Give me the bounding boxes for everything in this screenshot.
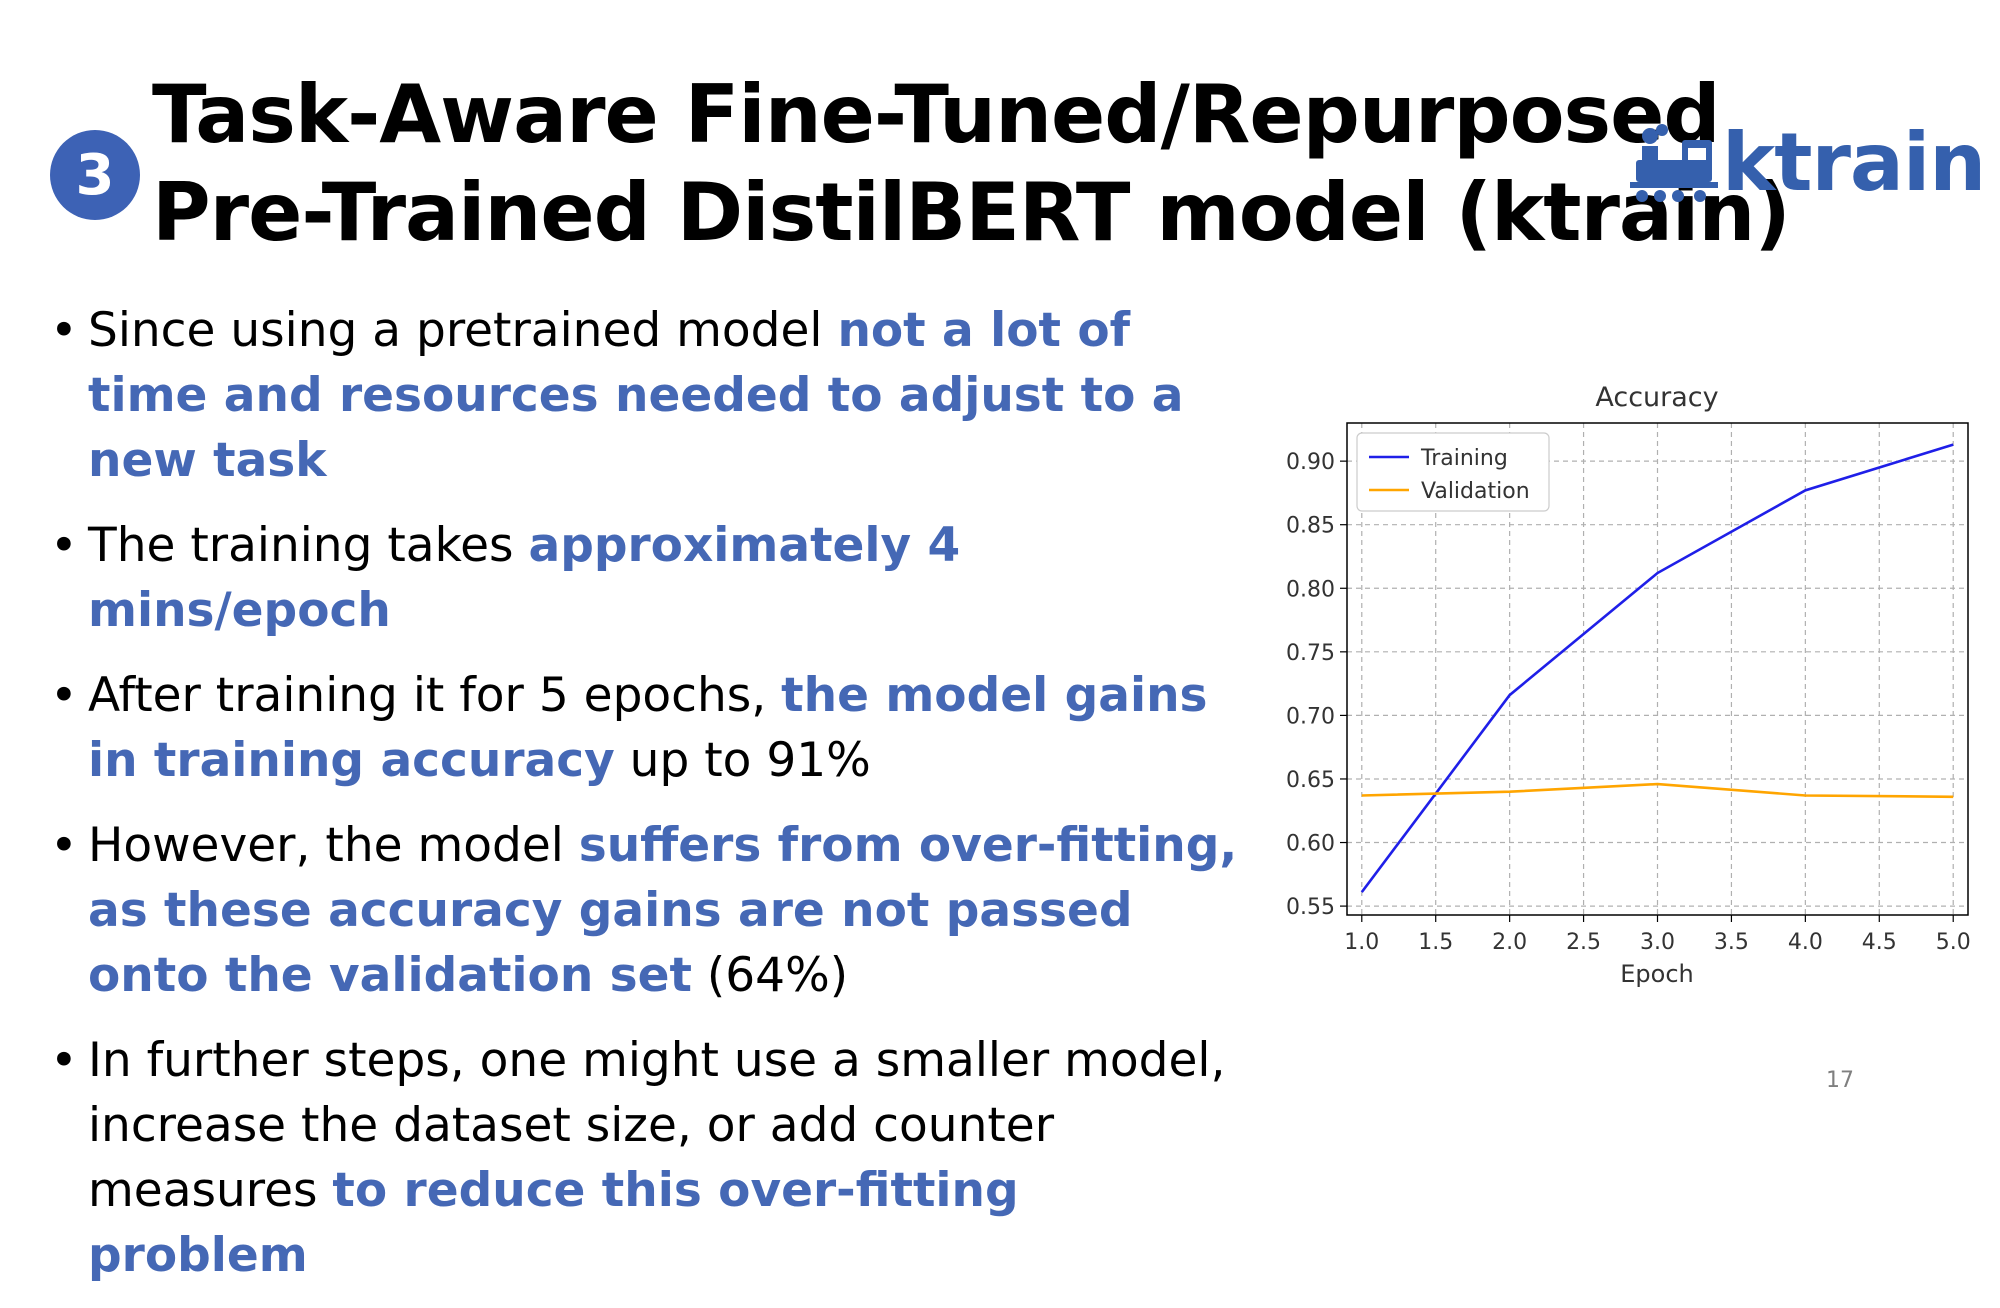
bullet-item: Since using a pretrained model not a lot… (50, 298, 1250, 493)
bullet-item: After training it for 5 epochs, the mode… (50, 663, 1250, 793)
x-tick-label: 3.0 (1640, 930, 1675, 955)
chart-title: Accuracy (1595, 382, 1718, 413)
legend-label: Training (1420, 446, 1508, 471)
logo-text: ktrain (1722, 116, 1986, 209)
page-number: 17 (1826, 1068, 1854, 1093)
bullet-text: Since using a pretrained model (88, 303, 838, 358)
bullet-item: However, the model suffers from over-fit… (50, 813, 1250, 1008)
x-tick-label: 3.5 (1714, 930, 1749, 955)
train-icon (1630, 124, 1718, 202)
bullet-highlight: approximately 4 mins/epoch (88, 518, 961, 638)
bullet-highlight: the model gains in training accuracy (88, 668, 1208, 788)
bullet-item: The training takes approximately 4 mins/… (50, 513, 1250, 643)
step-number-badge: 3 (50, 130, 140, 220)
bullet-highlight: suffers from over-fitting, as these accu… (88, 818, 1238, 1003)
x-tick-label: 4.0 (1788, 930, 1823, 955)
ktrain-logo: ktrain (1630, 118, 1986, 208)
x-tick-label: 2.0 (1492, 930, 1527, 955)
y-tick-label: 0.60 (1286, 832, 1335, 857)
plot-frame (1346, 422, 1969, 916)
title-line-1: Task-Aware Fine-Tuned/Repurposed (152, 68, 1721, 161)
slide-title: Task-Aware Fine-Tuned/Repurposed Pre-Tra… (152, 66, 1791, 262)
y-tick-label: 0.65 (1286, 768, 1335, 793)
y-tick-label: 0.90 (1286, 450, 1335, 475)
series-line-validation (1361, 782, 1954, 799)
y-tick-label: 0.75 (1286, 641, 1335, 666)
y-tick-label: 0.80 (1286, 577, 1335, 602)
bullet-highlight: not a lot of time and resources needed t… (88, 303, 1184, 488)
title-line-2: Pre-Trained DistilBERT model (ktrain) (152, 166, 1791, 259)
bullet-text: The training takes (88, 518, 529, 573)
x-tick-label: 1.0 (1344, 930, 1379, 955)
x-tick-label: 4.5 (1862, 930, 1897, 955)
y-tick-label: 0.55 (1286, 895, 1335, 920)
series-line-training (1360, 443, 1954, 893)
bullet-text: up to 91% (614, 733, 871, 788)
x-tick-label: 1.5 (1418, 930, 1453, 955)
x-tick-label: 5.0 (1936, 930, 1971, 955)
legend-box (1356, 432, 1550, 512)
bullet-text: However, the model (88, 818, 579, 873)
bullet-text: After training it for 5 epochs, (88, 668, 782, 723)
y-tick-label: 0.70 (1286, 704, 1335, 729)
x-tick-label: 2.5 (1566, 930, 1601, 955)
chart-legend: Training Validation (1356, 432, 1550, 512)
legend-label: Validation (1421, 479, 1530, 504)
bullet-list: Since using a pretrained model not a lot… (50, 298, 1250, 1308)
x-axis-label: Epoch (1620, 960, 1694, 988)
bullet-text: (64%) (691, 948, 849, 1003)
accuracy-chart: Accuracy Epoch 1.0 1.5 2.0 2.5 3.0 3.5 4.0 4.5 5… (1286, 382, 1971, 988)
bullet-item: In further steps, one might use a smalle… (50, 1028, 1250, 1288)
y-tick-label: 0.85 (1286, 514, 1335, 539)
